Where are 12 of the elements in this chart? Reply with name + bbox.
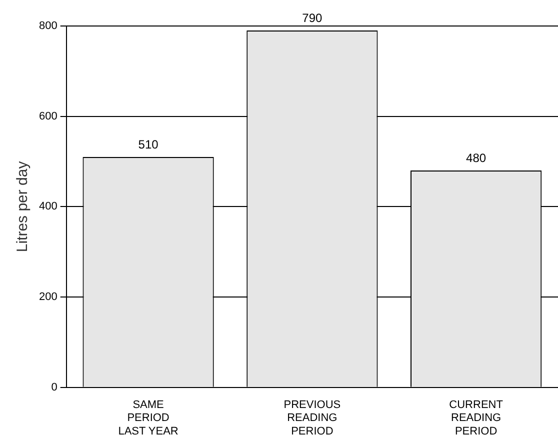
y-tick-label: 0 bbox=[51, 381, 58, 394]
y-tick-label: 800 bbox=[38, 20, 58, 32]
data-label: 480 bbox=[466, 150, 486, 165]
x-tick-label: PREVIOUS READING PERIOD bbox=[284, 399, 341, 438]
y-tick-label: 400 bbox=[38, 200, 58, 213]
y-tick-label: 600 bbox=[38, 110, 58, 122]
y-tick-label: 200 bbox=[38, 291, 58, 304]
x-tick-label: SAME PERIOD LAST YEAR bbox=[118, 399, 178, 438]
x-tick-label: CURRENT READING PERIOD bbox=[449, 399, 504, 438]
data-label: 510 bbox=[138, 137, 159, 152]
data-label: 790 bbox=[302, 10, 323, 25]
y-axis-title: Litres per day bbox=[14, 160, 32, 252]
